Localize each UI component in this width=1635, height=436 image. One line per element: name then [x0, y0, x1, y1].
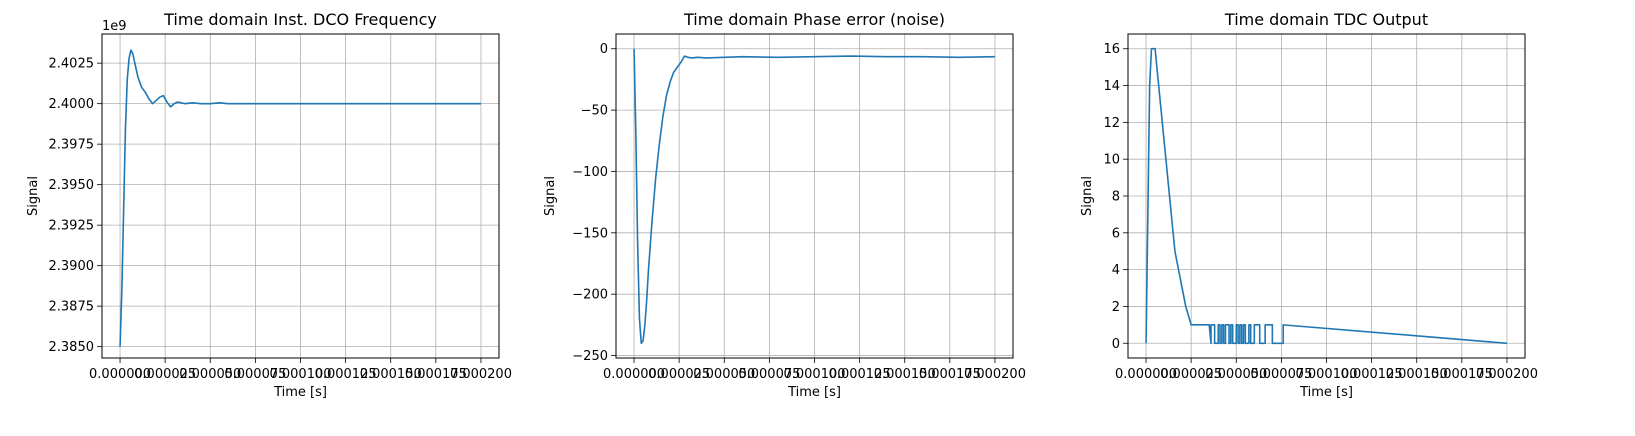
x-tick-label: 0.000125 — [1341, 367, 1403, 382]
y-axis-label: Signal — [1080, 176, 1095, 216]
x-tick-label: 0.000150 — [1386, 367, 1448, 382]
y-tick-label: 14 — [1103, 79, 1120, 94]
x-tick-label: 0.000200 — [964, 367, 1026, 382]
x-tick-label: 0.000050 — [179, 367, 241, 382]
y-axis-label: Signal — [26, 176, 41, 216]
chart-title: Time domain Phase error (noise) — [683, 10, 945, 29]
x-tick-label: 0.000025 — [134, 367, 196, 382]
y-tick-label: 2.4025 — [49, 57, 95, 72]
x-tick-label: 0.000000 — [603, 367, 665, 382]
x-tick-label: 0.000050 — [693, 367, 755, 382]
x-tick-label: 0.000175 — [1431, 367, 1493, 382]
x-tick-label: 0.000000 — [89, 367, 151, 382]
y-tick-label: 16 — [1103, 42, 1120, 57]
x-tick-label: 0.000150 — [874, 367, 936, 382]
y-tick-label: 2.3900 — [49, 259, 95, 274]
chart-title: Time domain TDC Output — [1224, 10, 1428, 29]
y-tick-label: 2 — [1112, 300, 1120, 315]
series-line — [119, 49, 481, 347]
y-tick-label: 8 — [1112, 190, 1120, 205]
chart-title: Time domain Inst. DCO Frequency — [163, 10, 437, 29]
series-line — [633, 48, 995, 345]
y-tick-label: 0 — [600, 42, 608, 57]
y-tick-label: −250 — [572, 349, 608, 364]
x-tick-label: 0.000175 — [405, 367, 467, 382]
y-tick-label: 6 — [1112, 226, 1120, 241]
y-tick-label: 4 — [1112, 263, 1120, 278]
y-tick-label: 12 — [1103, 116, 1120, 131]
x-tick-label: 0.000025 — [648, 367, 710, 382]
x-tick-label: 0.000100 — [1295, 367, 1357, 382]
x-tick-label: 0.000025 — [1160, 367, 1222, 382]
y-tick-label: 2.3975 — [49, 138, 95, 153]
x-tick-label: 0.000125 — [315, 367, 377, 382]
x-tick-label: 0.000100 — [783, 367, 845, 382]
chart-panel-1: 0.0000000.0000250.0000500.0000750.000100… — [26, 10, 512, 400]
x-tick-label: 0.000075 — [224, 367, 286, 382]
x-tick-label: 0.000125 — [829, 367, 891, 382]
y-tick-label: 2.3950 — [49, 178, 95, 193]
axis-offset-text: 1e9 — [102, 19, 127, 34]
x-axis-label: Time [s] — [273, 385, 327, 400]
x-tick-label: 0.000175 — [919, 367, 981, 382]
series-line — [1145, 47, 1508, 345]
y-tick-label: 0 — [1112, 337, 1120, 352]
x-tick-label: 0.000000 — [1115, 367, 1177, 382]
chart-panel-3: 0.0000000.0000250.0000500.0000750.000100… — [1080, 10, 1538, 400]
y-tick-label: 2.4000 — [49, 97, 95, 112]
y-tick-label: 10 — [1103, 153, 1120, 168]
y-tick-label: 2.3925 — [49, 219, 95, 234]
x-axis-label: Time [s] — [787, 385, 841, 400]
y-tick-label: −200 — [572, 288, 608, 303]
chart-panel-2: 0.0000000.0000250.0000500.0000750.000100… — [543, 10, 1026, 400]
x-axis-label: Time [s] — [1299, 385, 1353, 400]
y-axis-label: Signal — [543, 176, 558, 216]
x-tick-label: 0.000075 — [738, 367, 800, 382]
x-tick-label: 0.000075 — [1250, 367, 1312, 382]
x-tick-label: 0.000100 — [269, 367, 331, 382]
y-tick-label: −150 — [572, 226, 608, 241]
x-tick-label: 0.000050 — [1205, 367, 1267, 382]
y-tick-label: −50 — [581, 104, 608, 119]
y-tick-label: −100 — [572, 165, 608, 180]
y-tick-label: 2.3875 — [49, 300, 95, 315]
y-tick-label: 2.3850 — [49, 340, 95, 355]
x-tick-label: 0.000200 — [1476, 367, 1538, 382]
x-tick-label: 0.000150 — [360, 367, 422, 382]
x-tick-label: 0.000200 — [450, 367, 512, 382]
